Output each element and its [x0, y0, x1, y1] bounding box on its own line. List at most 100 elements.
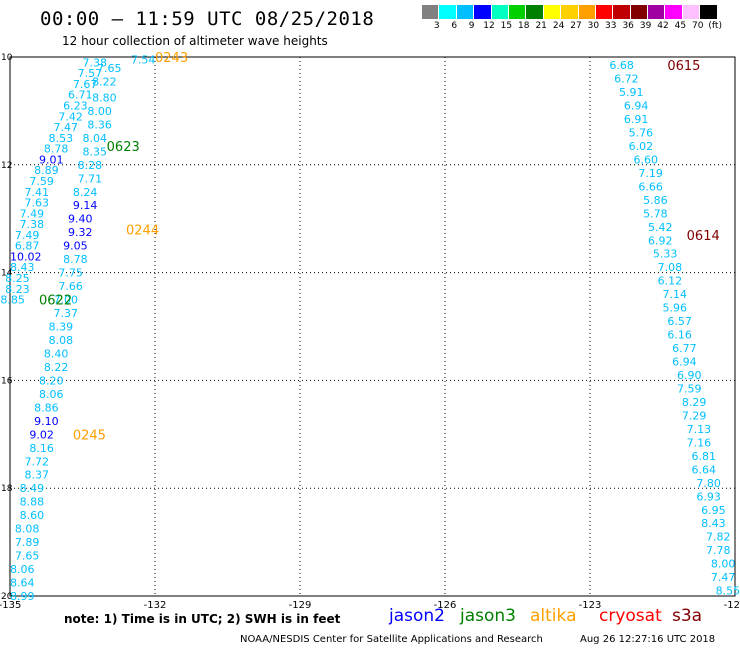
- y-tick-label: 20: [1, 592, 13, 602]
- swh-value: 8.60: [20, 509, 44, 522]
- color-swatch: [526, 5, 544, 19]
- color-scale-label: (ft): [708, 21, 722, 31]
- swh-value: 7.08: [658, 261, 683, 274]
- color-scale-label: 6: [451, 21, 458, 31]
- x-tick-label: -123: [579, 600, 602, 611]
- swh-value: 8.85: [0, 294, 25, 307]
- swh-value: 6.87: [15, 240, 40, 253]
- swh-value: 8.06: [10, 563, 35, 576]
- swh-value: 8.00: [711, 558, 736, 571]
- color-scale-label: 18: [518, 21, 530, 31]
- y-tick-label: 16: [1, 376, 13, 386]
- swh-value: 6.94: [672, 356, 697, 369]
- swh-value: 6.57: [667, 315, 692, 328]
- swh-value: 7.14: [663, 288, 688, 301]
- swh-value: 8.36: [87, 118, 112, 131]
- track-label: 0623: [107, 140, 140, 155]
- legend-jason3: jason3: [460, 606, 516, 626]
- swh-value: 8.86: [34, 401, 59, 414]
- swh-value: 6.72: [614, 73, 639, 86]
- swh-value: 8.55: [716, 585, 740, 598]
- swh-value: 7.13: [687, 423, 712, 436]
- swh-value: 6.64: [692, 463, 717, 476]
- swh-value: 5.78: [643, 207, 668, 220]
- color-swatch: [456, 5, 475, 19]
- swh-value: 7.38: [83, 56, 108, 69]
- color-scale-bar: [422, 5, 718, 19]
- color-swatch: [630, 5, 649, 19]
- units-note: note: 1) Time is in UTC; 2) SWH is in fe…: [64, 612, 341, 626]
- swh-value: 8.39: [49, 321, 74, 334]
- legend-cryosat: cryosat: [599, 606, 662, 626]
- swh-value: 8.23: [5, 283, 30, 296]
- swh-value: 8.40: [44, 347, 68, 360]
- y-tick-label: 12: [1, 161, 12, 171]
- swh-value: 7.57: [78, 67, 103, 80]
- swh-value: 8.37: [25, 469, 50, 482]
- x-tick-label: -120: [724, 600, 740, 611]
- swh-value: 10.02: [10, 250, 42, 263]
- color-swatch: [422, 5, 440, 19]
- track-label: 0614: [687, 229, 720, 244]
- color-scale-label: 21: [535, 21, 547, 31]
- page-title: 00:00 – 11:59 UTC 08/25/2018: [40, 8, 375, 30]
- swh-value: 9.10: [34, 415, 59, 428]
- color-scale-label: 39: [639, 21, 652, 31]
- swh-value: 7.67: [73, 78, 98, 91]
- swh-value: 8.22: [92, 75, 117, 88]
- color-swatch: [561, 5, 579, 19]
- swh-value: 8.00: [87, 105, 112, 118]
- swh-value: 6.95: [701, 504, 726, 517]
- track-label: 0615: [667, 59, 700, 74]
- swh-value: 6.77: [672, 342, 697, 355]
- x-tick-label: -129: [289, 600, 312, 611]
- swh-value: 5.91: [619, 86, 644, 99]
- color-scale-label: 9: [468, 21, 475, 31]
- swh-value: 7.63: [25, 197, 50, 210]
- swh-value: 6.66: [638, 180, 663, 193]
- swh-value: 7.75: [58, 267, 82, 280]
- map-axis-ticks: -135 -132 -129 -126 -123 -120 10 12 14 16 18 20: [0, 53, 740, 611]
- swh-value: 8.08: [49, 334, 74, 347]
- swh-points: 7.547.658.228.808.008.368.048.358.287.71…: [0, 54, 740, 603]
- color-swatch: [439, 5, 457, 19]
- track-label: 0243: [155, 51, 188, 66]
- color-scale-label: 24: [552, 21, 565, 31]
- swh-value: 8.89: [34, 164, 59, 177]
- y-tick-label: 10: [1, 53, 13, 63]
- swh-value: 8.78: [44, 143, 68, 156]
- swh-value: 5.86: [643, 194, 668, 207]
- swh-value: 5.76: [629, 126, 654, 139]
- swh-value: 5.96: [663, 302, 688, 315]
- color-swatch: [474, 5, 492, 19]
- swh-value: 8.24: [73, 186, 98, 199]
- swh-value: 9.32: [68, 226, 93, 239]
- legend-jason2: jason2: [389, 606, 445, 626]
- swh-value: 5.33: [653, 248, 678, 261]
- color-swatch: [595, 5, 614, 19]
- swh-value: 6.91: [624, 113, 649, 126]
- swh-value: 7.89: [15, 536, 40, 549]
- swh-value: 8.22: [44, 361, 68, 374]
- legend-s3a: s3a: [672, 606, 703, 626]
- swh-value: 6.93: [696, 490, 721, 503]
- swh-value: 6.94: [624, 100, 649, 113]
- swh-value: 5.42: [648, 221, 673, 234]
- swh-value: 6.60: [634, 153, 659, 166]
- swh-value: 7.54: [131, 54, 156, 67]
- x-tick-label: -132: [144, 600, 167, 611]
- swh-value: 8.53: [49, 132, 74, 145]
- color-scale-label: 12: [483, 21, 495, 31]
- swh-value: 8.28: [78, 159, 103, 172]
- map-border: [9, 56, 736, 597]
- swh-value: 6.81: [692, 450, 717, 463]
- color-swatch: [508, 5, 527, 19]
- swh-value: 7.66: [58, 280, 82, 293]
- swh-value: 8.20: [39, 374, 64, 387]
- swh-value: 7.59: [29, 175, 54, 188]
- color-scale-label: 3: [433, 21, 440, 31]
- swh-value: 8.08: [15, 523, 40, 536]
- timestamp-text: Aug 26 12:27:16 UTC 2018: [580, 634, 716, 645]
- x-tick-label: -135: [0, 600, 21, 611]
- color-swatch: [578, 5, 596, 19]
